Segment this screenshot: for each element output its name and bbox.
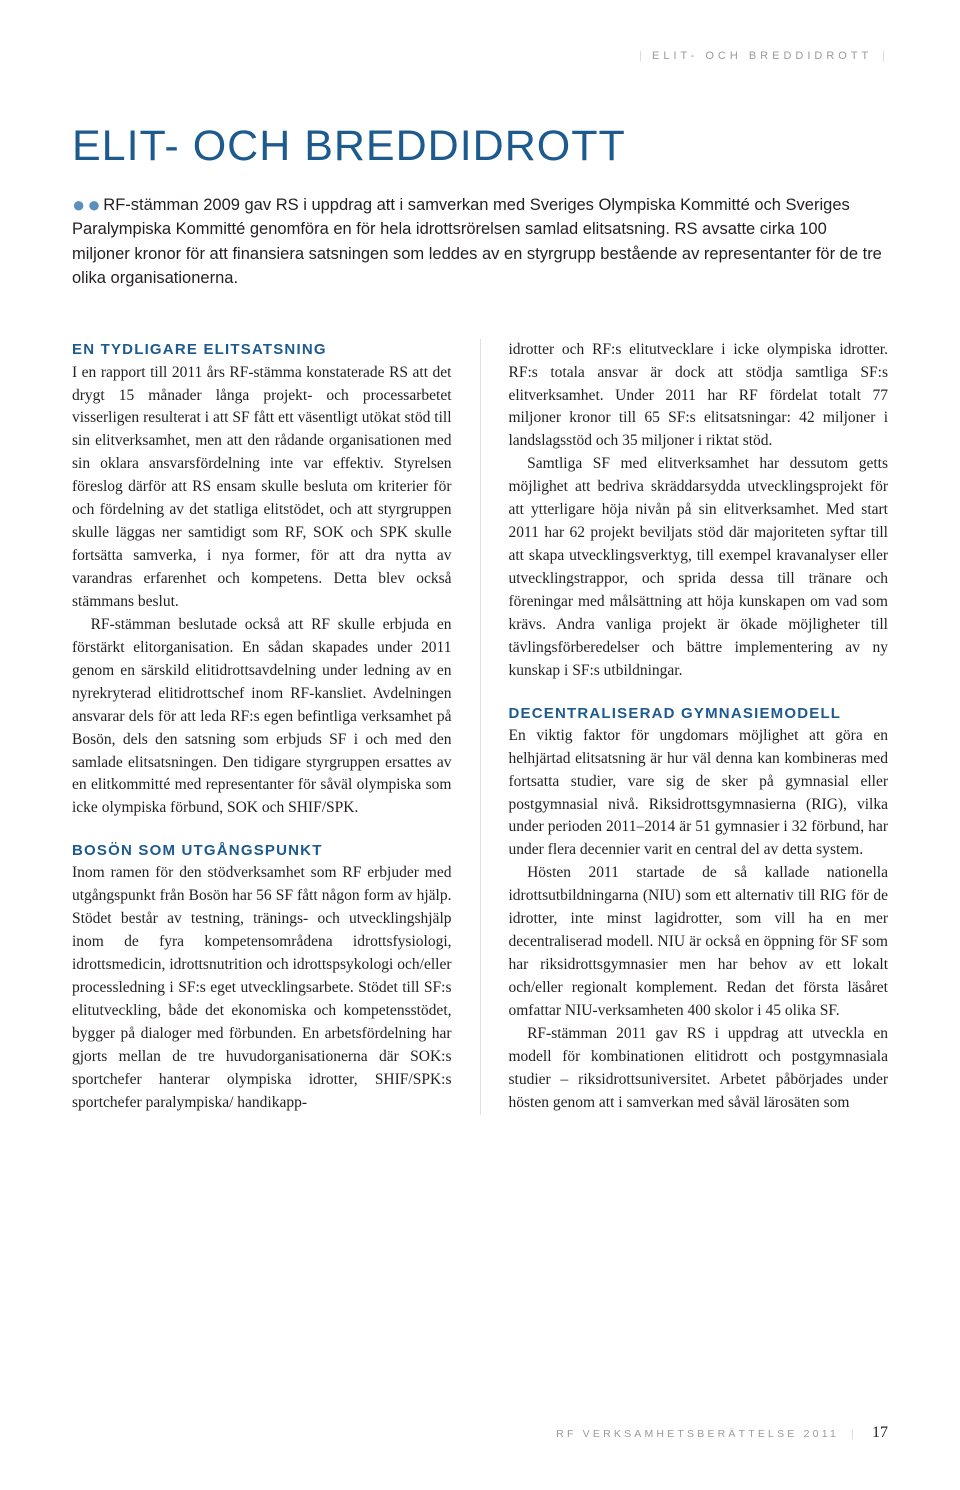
column-divider — [480, 339, 481, 1115]
left-body-2: Inom ramen för den stödverksamhet som RF… — [72, 862, 452, 1114]
intro-text: RF-stämman 2009 gav RS i uppdrag att i s… — [72, 196, 882, 287]
header-bar-left: | — [639, 50, 642, 62]
right-p1a: idrotter och RF:s elitutvecklare i icke … — [509, 339, 889, 454]
left-p1a: I en rapport till 2011 års RF-stämma kon… — [72, 364, 452, 610]
header-bar-right: | — [882, 50, 885, 62]
page-container: | ELIT- OCH BREDDIDROTT | ELIT- OCH BRED… — [0, 0, 960, 1175]
page-number: 17 — [872, 1424, 888, 1441]
left-body: EN TYDLIGARE ELITSATSNING I en rapport ti… — [72, 339, 452, 821]
intro-paragraph: ● ● RF-stämman 2009 gav RS i uppdrag att… — [72, 193, 888, 291]
right-p2c: RF-stämman 2011 gav RS i uppdrag att utv… — [509, 1023, 889, 1115]
page-footer: RF VERKSAMHETSBERÄTTELSE 2011 | 17 — [556, 1424, 888, 1442]
right-body-2: En viktig faktor för ungdomars möjlighet… — [509, 725, 889, 1115]
header-text: ELIT- OCH BREDDIDROTT — [652, 50, 872, 62]
left-p1b: RF-stämman beslutade också att RF skulle… — [72, 614, 452, 820]
intro-bullets-icon: ● ● — [72, 192, 99, 217]
right-p2b: Hösten 2011 startade de så kallade natio… — [509, 862, 889, 1023]
left-p2: Inom ramen för den stödverksamhet som RF… — [72, 862, 452, 1114]
running-header: | ELIT- OCH BREDDIDROTT | — [72, 50, 888, 62]
right-p1b: Samtliga SF med elitverksamhet har dessu… — [509, 453, 889, 682]
right-column: idrotter och RF:s elitutvecklare i icke … — [509, 339, 889, 1115]
page-title: ELIT- OCH BREDDIDROTT — [72, 122, 888, 171]
left-column: EN TYDLIGARE ELITSATSNING I en rapport ti… — [72, 339, 452, 1115]
subhead-elitsatsning: EN TYDLIGARE ELITSATSNING — [72, 341, 327, 358]
right-body-1: idrotter och RF:s elitutvecklare i icke … — [509, 339, 889, 683]
footer-text: RF VERKSAMHETSBERÄTTELSE 2011 — [556, 1428, 839, 1440]
footer-bar: | — [851, 1428, 854, 1440]
right-p2a: En viktig faktor för ungdomars möjlighet… — [509, 725, 889, 863]
subhead-boson: BOSÖN SOM UTGÅNGSPUNKT — [72, 842, 452, 859]
two-column-layout: EN TYDLIGARE ELITSATSNING I en rapport ti… — [72, 339, 888, 1115]
subhead-gymnasie: DECENTRALISERAD GYMNASIEMODELL — [509, 705, 889, 722]
